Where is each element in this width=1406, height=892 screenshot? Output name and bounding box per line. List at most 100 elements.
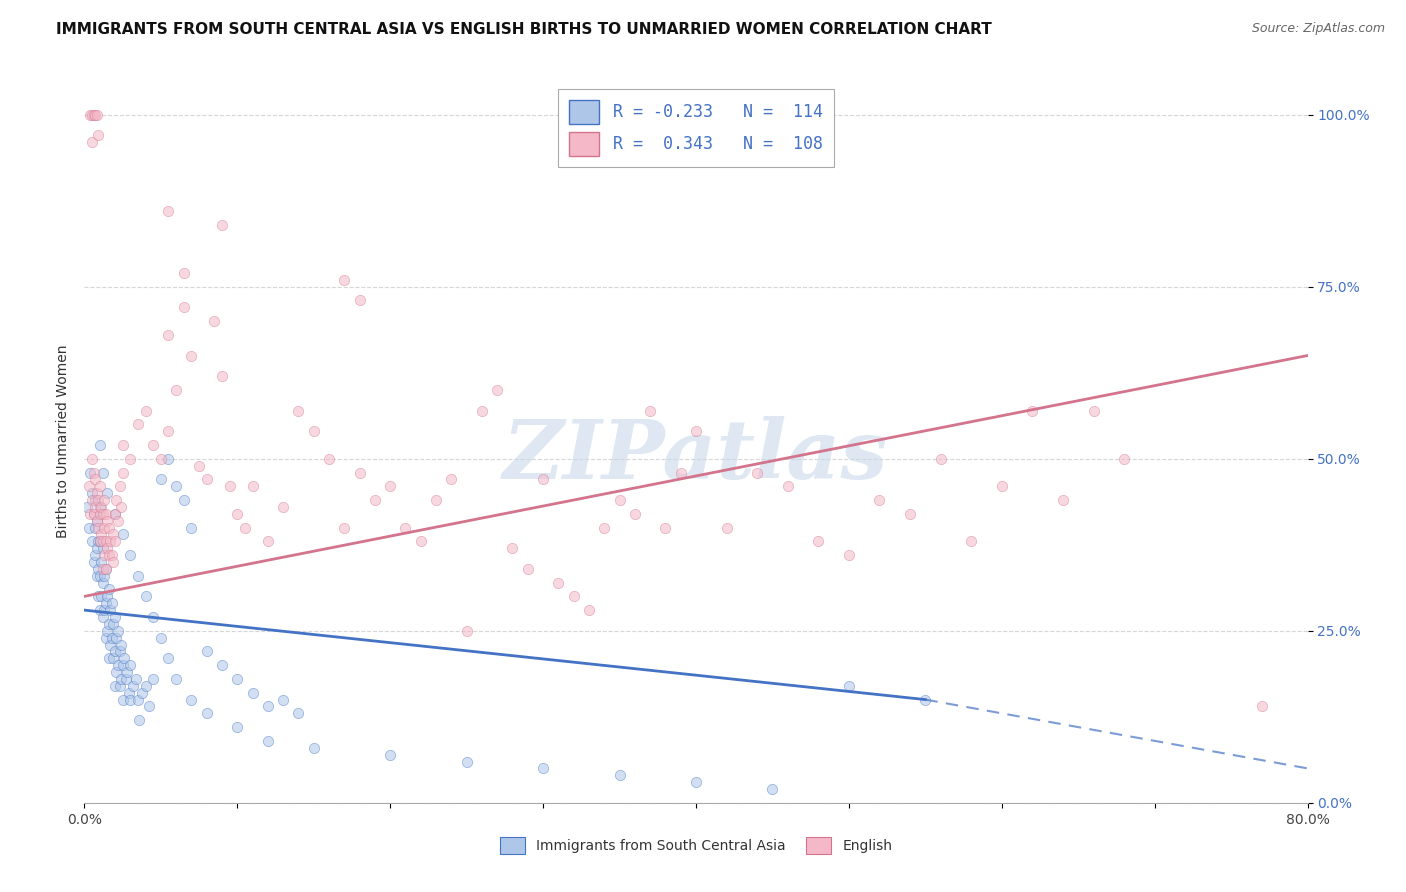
Text: ZIPatlas: ZIPatlas <box>503 416 889 496</box>
Point <box>609 768 631 782</box>
Point <box>76 500 98 514</box>
Point <box>1083 403 1105 417</box>
Point <box>91 575 114 590</box>
Point <box>380 479 402 493</box>
Point <box>91 534 114 549</box>
Point <box>349 466 371 480</box>
Point <box>108 679 131 693</box>
Text: Source: ZipAtlas.com: Source: ZipAtlas.com <box>1251 22 1385 36</box>
Point <box>486 383 509 397</box>
Point <box>838 679 860 693</box>
Point <box>1250 699 1272 714</box>
Point <box>96 541 118 556</box>
Point <box>898 507 921 521</box>
Point <box>233 520 256 534</box>
Point <box>89 534 111 549</box>
Point <box>157 424 180 438</box>
Point <box>89 500 111 514</box>
Point <box>97 548 120 562</box>
Point <box>776 479 799 493</box>
Point <box>135 679 157 693</box>
Point <box>86 568 108 582</box>
Point <box>838 548 860 562</box>
Point <box>84 108 107 122</box>
Point <box>93 548 115 562</box>
Point <box>180 349 202 363</box>
Point <box>135 590 157 604</box>
Point <box>86 514 108 528</box>
Point <box>502 541 524 556</box>
Legend: Immigrants from South Central Asia, English: Immigrants from South Central Asia, Engl… <box>492 830 900 861</box>
Point <box>97 616 120 631</box>
Point <box>380 747 402 762</box>
Point <box>165 383 187 397</box>
Point <box>685 424 707 438</box>
Point <box>98 603 121 617</box>
Point <box>94 562 117 576</box>
Point <box>242 479 264 493</box>
Point <box>120 658 142 673</box>
Point <box>114 672 136 686</box>
Point <box>107 658 129 673</box>
Point <box>108 479 131 493</box>
Point <box>122 679 145 693</box>
Point <box>77 520 100 534</box>
Point <box>173 301 195 315</box>
Point <box>96 590 118 604</box>
Point <box>77 479 100 493</box>
Point <box>80 486 103 500</box>
Point <box>93 568 115 582</box>
Point <box>157 327 180 342</box>
Point <box>456 755 478 769</box>
Point <box>98 534 121 549</box>
Point <box>80 108 103 122</box>
Point <box>960 534 983 549</box>
Point <box>86 486 108 500</box>
Point <box>333 520 356 534</box>
Point <box>287 706 309 721</box>
Point <box>87 520 110 534</box>
Point <box>149 472 172 486</box>
Point <box>97 651 120 665</box>
Point <box>287 403 309 417</box>
Point <box>1114 451 1136 466</box>
Point <box>195 472 218 486</box>
Point <box>101 548 124 562</box>
Point <box>91 466 114 480</box>
Point <box>149 451 172 466</box>
Point <box>90 555 112 569</box>
Point <box>96 486 118 500</box>
Point <box>103 616 125 631</box>
Point <box>364 493 387 508</box>
Point <box>86 514 108 528</box>
Point <box>79 507 101 521</box>
Point <box>173 493 195 508</box>
Point <box>105 665 128 679</box>
Point <box>157 204 180 219</box>
Point <box>94 596 117 610</box>
Point <box>89 534 111 549</box>
Point <box>531 761 554 775</box>
Point <box>97 520 120 534</box>
Point <box>87 562 110 576</box>
Y-axis label: Births to Unmarried Women: Births to Unmarried Women <box>56 345 70 538</box>
Point <box>149 631 172 645</box>
Point <box>91 507 114 521</box>
Point <box>80 135 103 149</box>
Point <box>108 644 131 658</box>
Point <box>93 603 115 617</box>
Point <box>93 493 115 508</box>
Point <box>226 720 249 734</box>
Point <box>257 699 280 714</box>
Point <box>562 590 585 604</box>
Point <box>516 562 538 576</box>
Point <box>669 466 692 480</box>
Point <box>180 520 202 534</box>
Point <box>91 541 114 556</box>
Point <box>90 527 112 541</box>
Point <box>609 493 631 508</box>
Point <box>90 500 112 514</box>
Point <box>869 493 891 508</box>
Point <box>84 493 107 508</box>
Point <box>89 479 111 493</box>
